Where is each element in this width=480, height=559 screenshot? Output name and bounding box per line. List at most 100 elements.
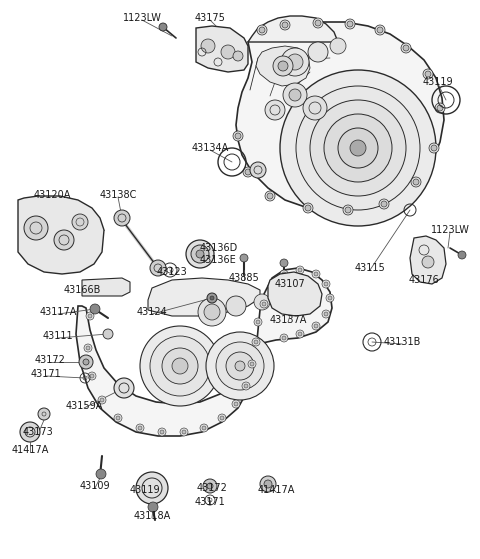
Circle shape xyxy=(244,384,248,388)
Circle shape xyxy=(158,428,166,436)
Circle shape xyxy=(347,21,353,27)
Circle shape xyxy=(232,400,240,408)
Circle shape xyxy=(203,479,217,493)
Circle shape xyxy=(204,304,220,320)
Circle shape xyxy=(220,416,224,420)
Circle shape xyxy=(260,476,276,492)
Text: 43120A: 43120A xyxy=(33,190,71,200)
Circle shape xyxy=(84,344,92,352)
Circle shape xyxy=(138,426,142,430)
Circle shape xyxy=(233,131,243,141)
Circle shape xyxy=(313,18,323,28)
Circle shape xyxy=(114,378,134,398)
Circle shape xyxy=(282,272,286,276)
Circle shape xyxy=(83,359,89,365)
Circle shape xyxy=(150,260,166,276)
Circle shape xyxy=(350,140,366,156)
Circle shape xyxy=(314,272,318,276)
Text: 43159A: 43159A xyxy=(65,401,103,411)
Circle shape xyxy=(206,332,274,400)
Text: 43118A: 43118A xyxy=(133,511,170,521)
Circle shape xyxy=(315,20,321,26)
Circle shape xyxy=(278,61,288,71)
Polygon shape xyxy=(410,236,446,284)
Text: 43111: 43111 xyxy=(43,331,73,341)
Circle shape xyxy=(273,56,293,76)
Circle shape xyxy=(54,230,74,250)
Circle shape xyxy=(38,408,50,420)
Polygon shape xyxy=(268,272,322,316)
Circle shape xyxy=(431,145,437,151)
Circle shape xyxy=(207,293,217,303)
Text: 43885: 43885 xyxy=(228,273,259,283)
Circle shape xyxy=(312,322,320,330)
Circle shape xyxy=(298,268,302,272)
Circle shape xyxy=(160,430,164,434)
Text: 43137A: 43137A xyxy=(269,315,307,325)
Circle shape xyxy=(280,259,288,267)
Circle shape xyxy=(287,54,303,70)
Text: 1123LW: 1123LW xyxy=(431,225,469,235)
Circle shape xyxy=(303,203,313,213)
Circle shape xyxy=(314,324,318,328)
Text: 43166B: 43166B xyxy=(63,285,101,295)
Circle shape xyxy=(180,428,188,436)
Circle shape xyxy=(324,114,392,182)
Circle shape xyxy=(296,330,304,338)
Circle shape xyxy=(233,51,243,61)
Circle shape xyxy=(312,270,320,278)
Polygon shape xyxy=(148,278,260,316)
Polygon shape xyxy=(236,22,444,210)
Circle shape xyxy=(262,302,266,306)
Circle shape xyxy=(425,71,431,77)
Circle shape xyxy=(270,286,274,290)
Circle shape xyxy=(343,205,353,215)
Circle shape xyxy=(264,480,272,488)
Circle shape xyxy=(377,27,383,33)
Polygon shape xyxy=(248,16,338,42)
Polygon shape xyxy=(256,46,310,86)
Circle shape xyxy=(411,177,421,187)
Circle shape xyxy=(116,416,120,420)
Circle shape xyxy=(328,296,332,300)
Polygon shape xyxy=(82,278,130,296)
Text: 43123: 43123 xyxy=(156,267,187,277)
Circle shape xyxy=(330,38,346,54)
Circle shape xyxy=(250,162,266,178)
Circle shape xyxy=(235,361,245,371)
Circle shape xyxy=(162,348,198,384)
Circle shape xyxy=(322,280,330,288)
Circle shape xyxy=(24,216,48,240)
Circle shape xyxy=(413,179,419,185)
Text: 43115: 43115 xyxy=(355,263,385,273)
Circle shape xyxy=(248,360,256,368)
Circle shape xyxy=(210,296,214,300)
Circle shape xyxy=(324,312,328,316)
Text: 41417A: 41417A xyxy=(12,445,48,455)
Circle shape xyxy=(140,326,220,406)
Circle shape xyxy=(226,296,246,316)
Text: 43172: 43172 xyxy=(197,483,228,493)
Circle shape xyxy=(191,245,209,263)
Circle shape xyxy=(265,191,275,201)
Circle shape xyxy=(282,336,286,340)
Circle shape xyxy=(172,358,188,374)
Circle shape xyxy=(296,266,304,274)
Circle shape xyxy=(114,210,130,226)
Circle shape xyxy=(254,294,270,310)
Text: 43136D: 43136D xyxy=(200,243,238,253)
Circle shape xyxy=(256,320,260,324)
Circle shape xyxy=(196,250,204,258)
Text: 43136E: 43136E xyxy=(200,255,237,265)
Text: 43175: 43175 xyxy=(194,13,226,23)
Circle shape xyxy=(259,27,265,33)
Circle shape xyxy=(159,23,167,31)
Circle shape xyxy=(245,169,251,175)
Text: 43119: 43119 xyxy=(423,77,453,87)
Circle shape xyxy=(345,19,355,29)
Circle shape xyxy=(303,96,327,120)
Circle shape xyxy=(435,103,445,113)
Circle shape xyxy=(375,25,385,35)
Circle shape xyxy=(326,294,334,302)
Circle shape xyxy=(103,329,113,339)
